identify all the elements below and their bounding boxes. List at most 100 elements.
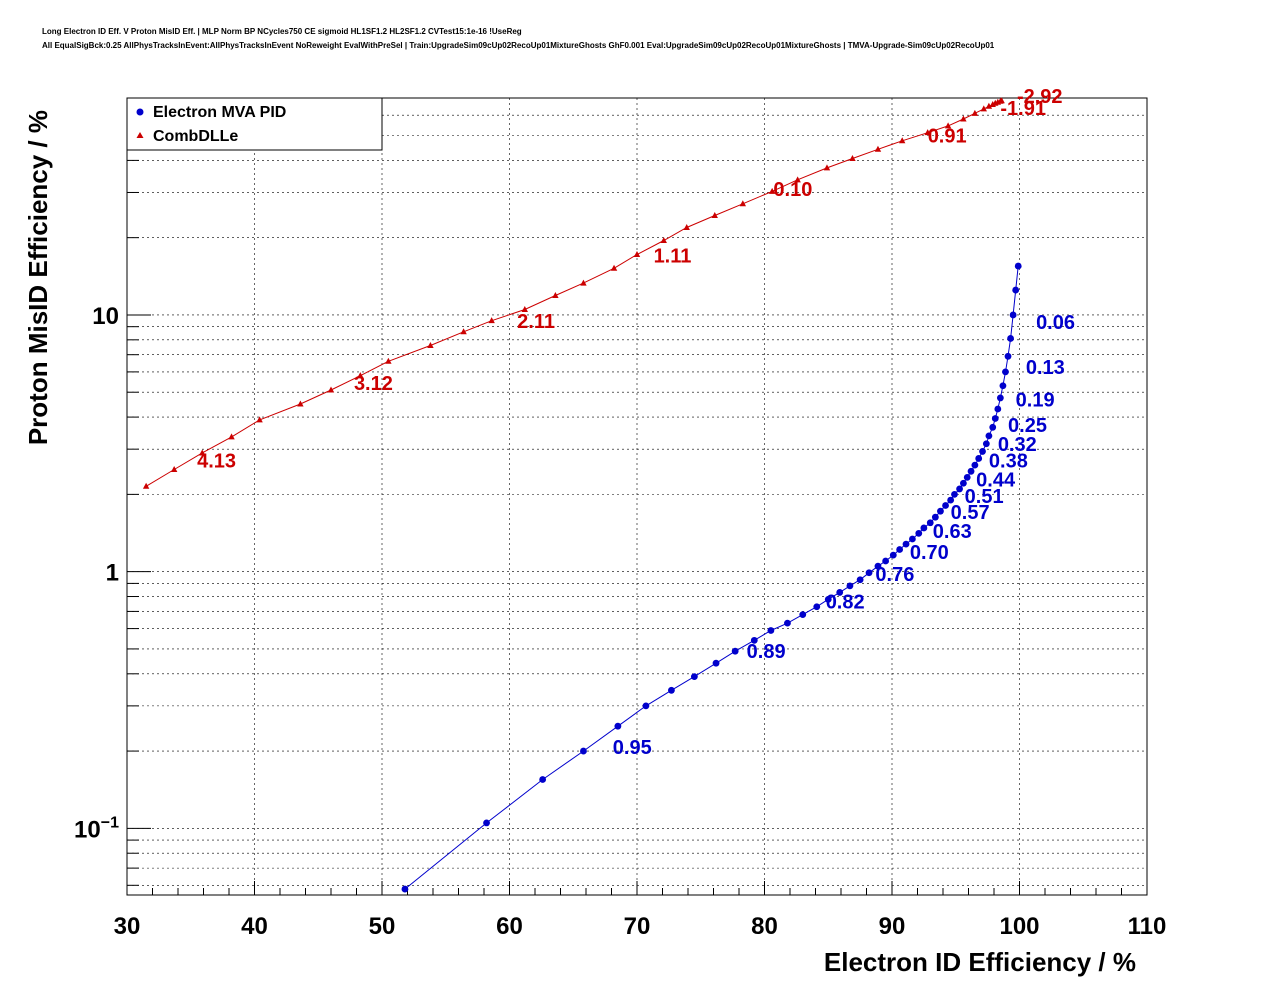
x-tick-label: 30 [114,913,141,940]
x-tick-label: 110 [1128,913,1167,940]
data-point [256,416,263,423]
data-point [712,659,720,667]
x-tick-label: 100 [999,913,1039,940]
data-point [998,97,1005,104]
data-point [874,145,882,152]
data-point [980,105,987,112]
data-point [944,122,952,129]
data-point [915,529,923,537]
data-point [849,154,856,161]
data-point [994,405,1002,413]
y-tick-label: 10 [92,303,119,330]
data-point [539,776,547,783]
data-point [947,496,955,504]
data-point [690,673,698,681]
cut-value-label: 0.44 [976,469,1016,491]
data-point [874,562,882,570]
data-point [668,686,675,694]
cut-value-label: -1.91 [1000,98,1046,120]
data-point [633,250,641,257]
data-point [228,433,235,440]
x-tick-label: 50 [369,913,396,940]
cut-value-label: 0.13 [1026,357,1065,379]
data-point [951,490,958,498]
cut-value-labels: 0.06 0.13 0.19 0.250.320.380.440.510.570.63… [197,86,1075,759]
x-axis-title: Electron ID Efficiency / % [824,947,1136,977]
legend-marker-combdlle [136,132,144,138]
cut-value-label: 1.11 [654,246,692,268]
cut-value-label: 0.89 [747,641,786,663]
data-point [1002,368,1009,376]
cut-value-label: 0.19 [1016,389,1055,411]
data-point [1014,262,1022,270]
y-axis-title: Proton MisID Efficiency / % [23,110,53,445]
data-point [614,722,622,730]
data-point [327,386,335,393]
data-point [889,551,897,559]
title-line-2: All EqualSigBck:0.25 AllPhysTracksInEven… [42,41,995,50]
data-point [750,636,758,644]
cut-value-label: 0.51 [965,486,1004,508]
cut-value-label: 0.76 [875,564,914,586]
data-point [960,115,967,122]
x-tick-label: 70 [624,913,651,940]
data-point [488,317,495,324]
data-point [979,448,986,455]
data-point [836,589,844,596]
data-point [739,200,747,207]
data-point [768,187,776,194]
data-point [999,382,1007,390]
cut-value-label: 0.38 [989,450,1028,472]
cut-value-label: 0.10 [773,179,812,201]
legend-label-electron-mva: Electron MVA PID [153,104,286,121]
cut-value-label: 0.06 [1036,312,1075,334]
data-point [960,479,967,487]
cut-value-label: -2.92 [1017,86,1063,108]
data-point [142,482,150,489]
data-point [683,224,690,231]
data-point [996,394,1004,402]
data-point [931,513,939,521]
x-tick-label: 90 [879,913,906,940]
legend-box [126,97,383,151]
data-point [989,423,997,431]
data-point [170,465,178,472]
data-point [483,819,490,827]
y-tick-label: 1 [106,560,119,587]
data-point [926,519,934,527]
data-point [813,603,821,611]
data-point [899,137,906,144]
data-point [967,467,975,475]
data-point [975,455,983,462]
data-point [920,524,928,532]
data-point [1004,352,1012,360]
data-point [865,569,873,577]
data-point [846,582,854,590]
cut-value-label: 0.82 [826,591,865,613]
data-point [824,595,832,603]
data-point [784,619,791,627]
data-point [856,576,864,584]
x-tick-label: 80 [751,913,778,940]
grid [127,97,1147,895]
data-point [552,292,559,299]
data-point [794,176,801,183]
data-point [982,440,990,448]
cut-value-label: 0.95 [613,737,652,759]
cut-value-label: 4.13 [197,450,236,472]
data-point [610,264,618,271]
data-point [823,164,831,171]
data-point [731,647,739,655]
data-point [799,611,807,619]
data-point [642,702,650,710]
data-point [942,502,949,509]
data-point [580,279,587,286]
title-line-1: Long Electron ID Eff. V Proton MisID Eff… [42,27,522,36]
data-point [937,507,944,515]
cut-value-label: 0.63 [933,521,972,543]
cut-value-label: 0.32 [998,434,1037,456]
cut-value-label: 0.25 [1008,415,1047,437]
data-point [1007,335,1014,342]
cut-value-label: 3.12 [354,373,393,395]
legend: Electron MVA PID CombDLLe [126,97,383,151]
